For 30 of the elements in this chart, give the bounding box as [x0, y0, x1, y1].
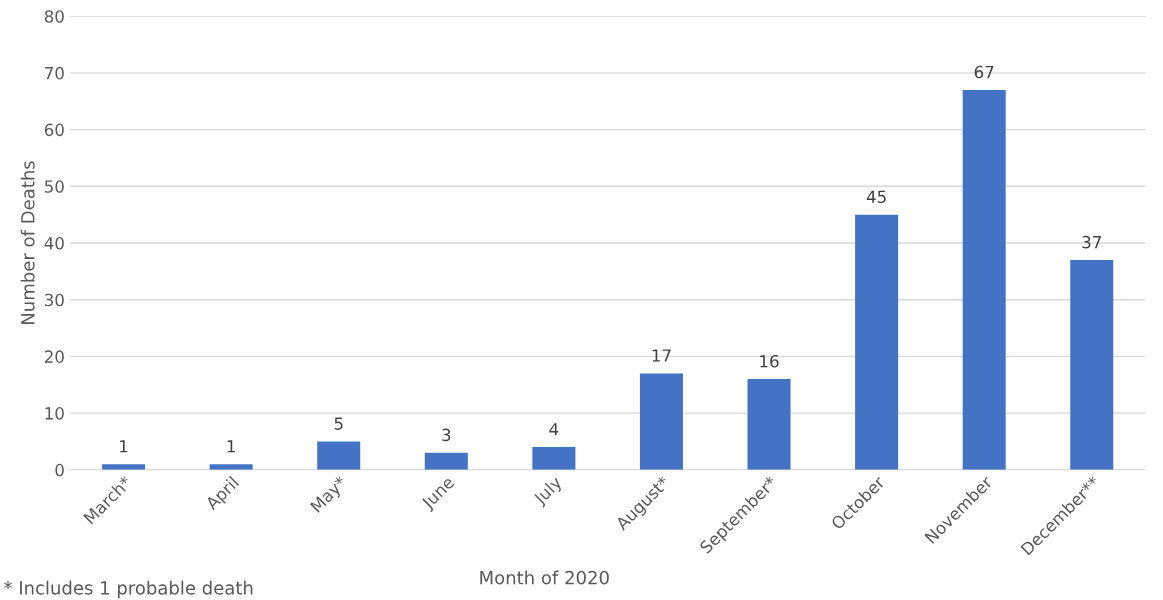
y-tick-label: 40 — [44, 236, 64, 250]
bar — [317, 441, 361, 470]
data-label: 16 — [760, 354, 779, 368]
y-tick-label: 10 — [45, 407, 64, 420]
y-tick-label: 60 — [44, 123, 64, 137]
data-label: 4 — [549, 423, 559, 436]
bar — [855, 214, 899, 470]
data-label: 17 — [652, 349, 671, 362]
text: * Includes 1 probable death — [4, 580, 253, 599]
y-tick-label: 70 — [45, 66, 64, 80]
y-tick-label: 50 — [45, 180, 64, 193]
bar — [424, 452, 468, 470]
data-label: 5 — [334, 417, 343, 430]
bar — [1070, 260, 1114, 470]
y-tick-label: 30 — [44, 293, 64, 307]
data-label: 37 — [1082, 235, 1101, 249]
data-label: 45 — [866, 190, 886, 204]
y-tick-label: 80 — [44, 10, 64, 23]
data-label: 1 — [120, 440, 128, 453]
data-label: 67 — [974, 65, 994, 79]
y-axis-title: Number of Deaths — [20, 161, 35, 324]
data-label: 3 — [442, 428, 451, 442]
bar — [639, 373, 683, 470]
data-label: 1 — [227, 440, 235, 453]
bar — [747, 379, 791, 470]
y-tick-label: 20 — [44, 350, 64, 363]
y-tick-label: 0 — [55, 463, 64, 477]
bar — [532, 447, 576, 470]
x-axis-title: Month of 2020 — [480, 570, 609, 585]
bar — [962, 89, 1006, 470]
